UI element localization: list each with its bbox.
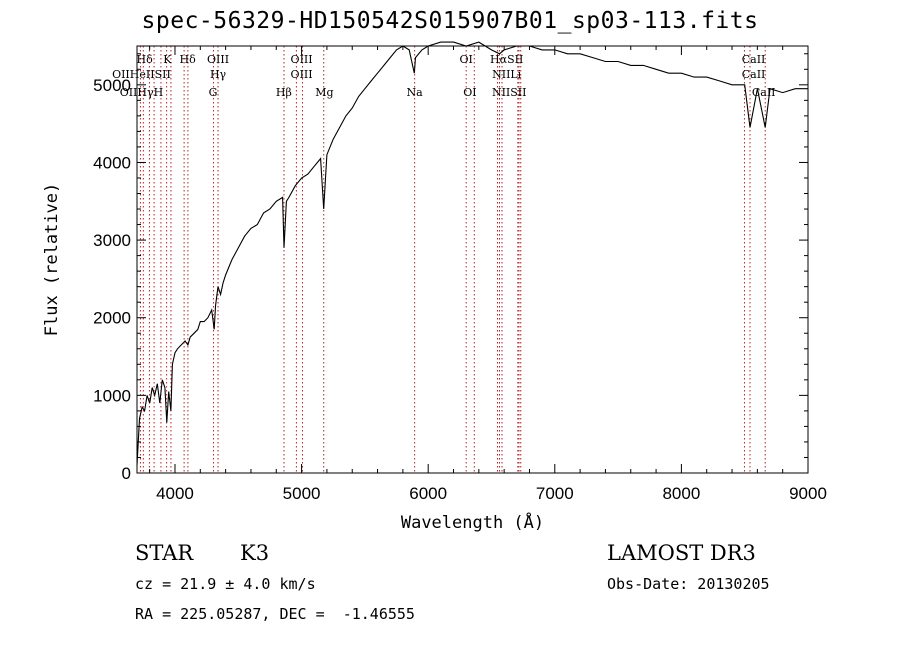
line-id-label: OI — [459, 53, 472, 66]
line-id-label: OIII — [291, 53, 313, 66]
line-id-label: Hδ — [180, 53, 197, 66]
line-id-label: OIII — [207, 53, 229, 66]
line-id-label: OI — [463, 86, 476, 99]
spectrum-line — [136, 41, 808, 466]
object-subclass: K3 — [240, 541, 270, 565]
line-id-label: CaII — [752, 86, 776, 99]
y-axis-label: Flux (relative) — [42, 183, 62, 337]
line-id-label: Mg — [315, 86, 333, 99]
redshift-text: cz = 21.9 ± 4.0 km/s — [135, 575, 316, 593]
x-axis-label: Wavelength (Å) — [401, 511, 544, 533]
line-id-label: NIILi — [492, 68, 522, 81]
line-id-label: Na — [407, 86, 424, 99]
line-id-label: HαSII — [490, 53, 523, 66]
y-tick-label: 1000 — [93, 386, 131, 405]
y-tick-label: 5000 — [93, 76, 131, 95]
y-tick-label: 0 — [122, 464, 131, 483]
line-id-label: Hβ — [276, 86, 292, 99]
x-tick-label: 8000 — [662, 484, 700, 503]
survey-label: LAMOST DR3 — [607, 541, 756, 565]
line-id-label: OIIHγH — [120, 86, 163, 99]
x-tick-label: 4000 — [156, 484, 194, 503]
line-id-label: Hγ — [210, 68, 227, 81]
line-id-label: G — [209, 86, 218, 99]
y-tick-label: 4000 — [93, 153, 131, 172]
y-tick-label: 2000 — [93, 309, 131, 328]
x-tick-label: 6000 — [409, 484, 447, 503]
line-id-label: NIISII — [492, 86, 527, 99]
x-tick-label: 9000 — [789, 484, 827, 503]
line-id-label: OIIHeIISII — [112, 68, 171, 81]
line-id-label: K — [163, 53, 172, 66]
line-id-label: CaII — [742, 68, 766, 81]
coordinates-text: RA = 225.05287, DEC = -1.46555 — [135, 605, 415, 623]
object-class: STAR — [135, 541, 194, 565]
chart-title: spec-56329-HD150542S015907B01_sp03-113.f… — [141, 8, 759, 34]
obs-date-text: Obs-Date: 20130205 — [607, 575, 770, 593]
x-tick-label: 7000 — [536, 484, 574, 503]
line-id-label: CaII — [742, 53, 766, 66]
line-id-label: Hδ — [136, 53, 153, 66]
y-tick-label: 3000 — [93, 231, 131, 250]
line-id-label: OIII — [291, 68, 313, 81]
plot-frame — [136, 45, 809, 474]
x-tick-label: 5000 — [283, 484, 321, 503]
